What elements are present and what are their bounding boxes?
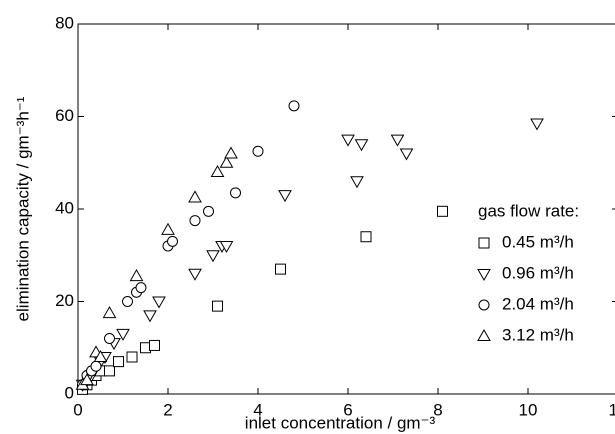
point xyxy=(252,145,264,157)
legend-title: gas flow rate: xyxy=(478,201,579,220)
point xyxy=(126,351,138,363)
point xyxy=(212,300,223,312)
point xyxy=(104,365,115,377)
point xyxy=(93,349,108,362)
y-tick-label: 0 xyxy=(65,383,74,402)
legend-marker xyxy=(478,237,490,249)
point xyxy=(90,360,102,372)
point xyxy=(230,187,241,199)
point xyxy=(219,155,234,168)
point xyxy=(80,373,94,386)
point xyxy=(341,134,355,147)
point xyxy=(122,296,133,307)
x-tick-label: 10 xyxy=(519,400,538,419)
legend-label: 2.04 m³/h xyxy=(502,294,574,313)
point xyxy=(203,205,214,217)
point xyxy=(189,215,201,227)
y-tick-label: 60 xyxy=(55,106,74,125)
x-tick-label: 0 xyxy=(73,400,82,419)
x-tick-label: 6 xyxy=(343,400,352,419)
point xyxy=(350,176,364,189)
point xyxy=(188,190,202,203)
point xyxy=(275,263,286,275)
x-axis-label: inlet concentration / gm⁻³ xyxy=(245,413,436,432)
point xyxy=(116,328,130,341)
point xyxy=(210,164,225,177)
point xyxy=(143,310,157,323)
x-tick-label: 4 xyxy=(253,400,262,419)
point xyxy=(354,139,369,152)
y-tick-label: 80 xyxy=(55,13,74,32)
y-tick-label: 40 xyxy=(55,198,74,217)
point xyxy=(104,333,115,344)
point xyxy=(224,146,238,159)
point xyxy=(360,231,372,243)
legend-marker xyxy=(478,299,490,311)
y-tick-label: 20 xyxy=(55,291,74,310)
point xyxy=(288,100,300,112)
point xyxy=(399,148,414,161)
x-tick-label: 2 xyxy=(163,400,172,419)
point xyxy=(152,296,166,309)
point xyxy=(188,268,202,281)
point xyxy=(219,241,234,254)
legend-label: 0.45 m³/h xyxy=(502,232,574,251)
y-axis-label: elimination capacity / gm⁻³h⁻¹ xyxy=(13,96,32,321)
point xyxy=(530,118,544,131)
point xyxy=(135,282,147,294)
point xyxy=(206,250,220,263)
point xyxy=(149,339,160,351)
x-tick-label: 8 xyxy=(433,400,442,419)
point xyxy=(278,190,292,203)
point xyxy=(102,306,117,319)
point xyxy=(129,269,144,282)
legend-marker xyxy=(477,328,491,341)
legend-label: 3.12 m³/h xyxy=(502,325,574,344)
point xyxy=(390,134,405,147)
point xyxy=(161,222,175,235)
point xyxy=(437,205,448,217)
legend-marker xyxy=(477,269,491,282)
point xyxy=(113,356,124,368)
x-tick-label: 12 xyxy=(609,400,615,419)
point xyxy=(167,235,178,247)
legend-label: 0.96 m³/h xyxy=(502,263,574,282)
